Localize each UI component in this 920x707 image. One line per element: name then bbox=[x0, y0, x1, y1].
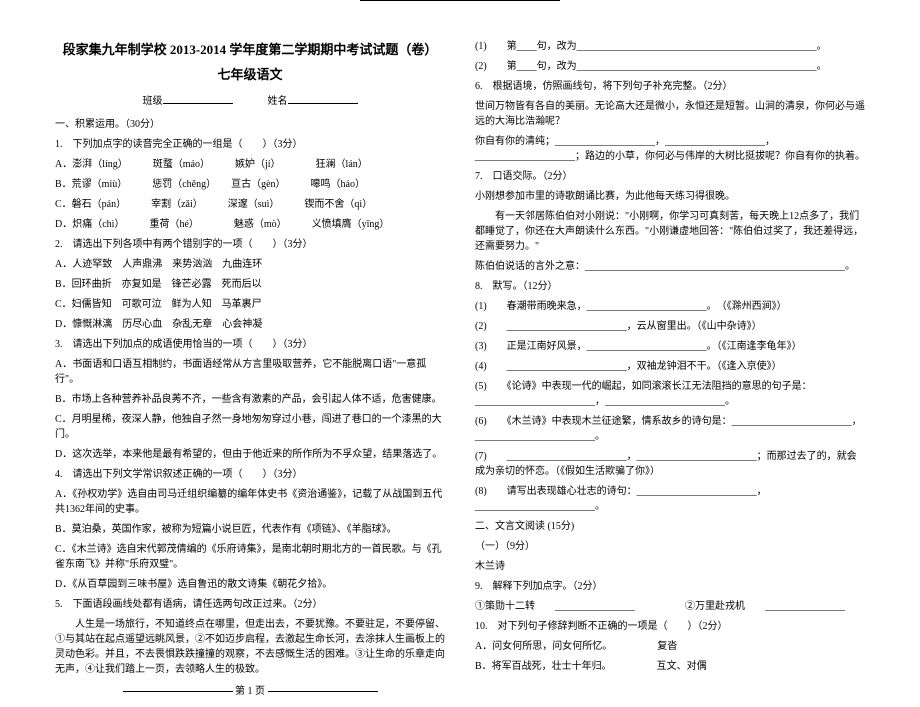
q8-7: (7) ________________________，___________… bbox=[475, 449, 865, 479]
class-label: 班级 bbox=[143, 92, 163, 104]
q8-8: (8) 请写出表现雄心壮志的诗句：_______________________… bbox=[475, 484, 865, 514]
q8-2: (2) ________________________，云从窗里出。（《山中杂… bbox=[475, 319, 865, 334]
q5-passage: 人生是一场旅行，不知道终点在哪里，但走出去，不要犹豫。不要驻足，不要停留、①与其… bbox=[55, 617, 445, 677]
q8: 8. 默写。（12分） bbox=[475, 279, 865, 294]
section-2: 二、文言文阅读 (15分) bbox=[475, 519, 865, 534]
q4-a: A．《孙权劝学》选自由司马迁组织编纂的编年体史书《资治通鉴》，记载了从战国到五代… bbox=[55, 487, 445, 517]
q8-1: (1) 春潮带雨晚来急，________________________。 （《… bbox=[475, 299, 865, 314]
exam-subtitle: 七年级语文 bbox=[55, 64, 445, 83]
q1-a: A．澎湃（líng） 斑蝥（máo） 嫉妒（jí） 狂澜（lán） bbox=[55, 157, 445, 172]
q1-c: C．磐石（pán） 宰割（zǎi） 深邃（suì） 锲而不舍（qì） bbox=[55, 197, 445, 212]
q4-d: D．《从百草园到三味书屋》选自鲁迅的散文诗集《朝花夕拾》。 bbox=[55, 577, 445, 592]
q10: 10. 对下列句子修辞判断不正确的一项是（ ）（2分） bbox=[475, 619, 865, 634]
q1-d: D．炽痛（chì） 重荷（hé） 魅惑（mò） 义愤填膺（yīng） bbox=[55, 217, 445, 232]
name-label: 姓名 bbox=[268, 92, 288, 104]
q7-p2: 有一天邻居陈伯伯对小刚说："小刚啊，你学习可真刻苦，每天晚上12点多了，我们都睡… bbox=[475, 209, 865, 254]
name-blank bbox=[288, 91, 358, 104]
q3-d: D．这次选举，本来他是最有希望的，但由于他近来的所作所为不孚众望，结果落选了。 bbox=[55, 447, 445, 462]
q3-c: C．月明星稀，夜深人静，他独自孑然一身地匆匆穿过小巷，闯进了巷口的一个漆黑的大门… bbox=[55, 412, 445, 442]
q9-1: ①策勋十二转 ________________ ②万里赴戎机 _________… bbox=[475, 599, 865, 614]
q4-b: B．莫泊桑，英国作家，被称为短篇小说巨匠，代表作有《项链》、《羊脂球》。 bbox=[55, 522, 445, 537]
q6-p1: 世间万物皆有各自的美丽。无论高大还是微小，永恒还是短暂。山涧的清泉，你何必与遥远… bbox=[475, 99, 865, 129]
q4-c: C．《木兰诗》选自宋代郭茂倩编的《乐府诗集》，是南北朝时期北方的一首民歌。与《孔… bbox=[55, 542, 445, 572]
footer-rule-left bbox=[123, 691, 233, 692]
q2-d: D．慷慨淋漓 历尽心血 杂乱无章 心会神凝 bbox=[55, 317, 445, 332]
q7-p1: 小刚想参加市里的诗歌朗诵比赛，为此他每天练习得很晚。 bbox=[475, 189, 865, 204]
section-2-sub: （一）（9分） bbox=[475, 539, 865, 554]
page-header-rule bbox=[360, 0, 560, 1]
q3-a: A．书面语和口语互相制约，书面语经常从方言里吸取营养，它不能脱离口语"一意孤行"… bbox=[55, 357, 445, 387]
q3: 3. 请选出下列加点的成语使用恰当的一项（ ）（3分） bbox=[55, 337, 445, 352]
q7-p3: 陈伯伯说话的言外之意：_____________________________… bbox=[475, 259, 865, 274]
q9: 9. 解释下列加点字。（2分） bbox=[475, 579, 865, 594]
q1: 1. 下列加点字的读音完全正确的一组是（ ）（3分） bbox=[55, 137, 445, 152]
exam-title: 段家集九年制学校 2013-2014 学年度第二学期期中考试试题（卷） bbox=[55, 39, 445, 58]
student-info: 班级 姓名 bbox=[55, 91, 445, 107]
q5: 5. 下面语段画线处都有语病，请任选两句改正过来。（2分） bbox=[55, 597, 445, 612]
q2: 2. 请选出下列各项中有两个错别字的一项（ ）（3分） bbox=[55, 237, 445, 252]
q2-a: A．人迹罕致 人声鼎沸 来势汹汹 九曲连环 bbox=[55, 257, 445, 272]
left-column: 段家集九年制学校 2013-2014 学年度第二学期期中考试试题（卷） 七年级语… bbox=[40, 39, 460, 697]
q8-5: (5) 《论诗》中表现一代的崛起，如同滚滚长江无法阻挡的意思的句子是：_____… bbox=[475, 379, 865, 409]
q1-b: B．荒谬（miù） 惩罚（chěng） 亘古（gèn） 嗥鸣（háo） bbox=[55, 177, 445, 192]
page-footer: 第 1 页 bbox=[55, 682, 445, 697]
q3-b: B．市场上各种营养补品良莠不齐，一些含有激素的产品，会引起人体不适，危害健康。 bbox=[55, 392, 445, 407]
footer-rule-right bbox=[268, 691, 378, 692]
r2: (2) 第____句，改为___________________________… bbox=[475, 59, 865, 74]
q6: 6. 根据语境，仿照画线句，将下列句子补充完整。（2分） bbox=[475, 79, 865, 94]
q6-p2: 你自有你的清纯；____________________，___________… bbox=[475, 134, 865, 164]
q8-3: (3) 正是江南好风景，________________________。（《江… bbox=[475, 339, 865, 354]
section-2-title: 木兰诗 bbox=[475, 559, 865, 574]
section-1: 一、积累运用。（30分） bbox=[55, 117, 445, 132]
q8-4: (4) ________________________，双袖龙钟泪不干。（《逢… bbox=[475, 359, 865, 374]
q7: 7. 口语交际。（2分） bbox=[475, 169, 865, 184]
q2-c: C．妇儒皆知 可歌可泣 鲜为人知 马革裹尸 bbox=[55, 297, 445, 312]
q4: 4. 请选出下列文学常识叙述正确的一项（ ）（3分） bbox=[55, 467, 445, 482]
page-number: 第 1 页 bbox=[235, 686, 265, 697]
q2-b: B．回环曲折 亦复如是 锋芒必露 死而后以 bbox=[55, 277, 445, 292]
right-column: (1) 第____句，改为___________________________… bbox=[460, 39, 880, 697]
class-blank bbox=[163, 91, 233, 104]
q10-a: A．问女何所思，问女何所忆。 复沓 bbox=[475, 639, 865, 654]
q8-6: (6) 《木兰诗》中表现木兰征途繁，情系故乡的诗句是：_____________… bbox=[475, 414, 865, 444]
q10-b: B．将军百战死，壮士十年归。 互文、对偶 bbox=[475, 659, 865, 674]
page: 段家集九年制学校 2013-2014 学年度第二学期期中考试试题（卷） 七年级语… bbox=[0, 9, 920, 707]
r1: (1) 第____句，改为___________________________… bbox=[475, 39, 865, 54]
